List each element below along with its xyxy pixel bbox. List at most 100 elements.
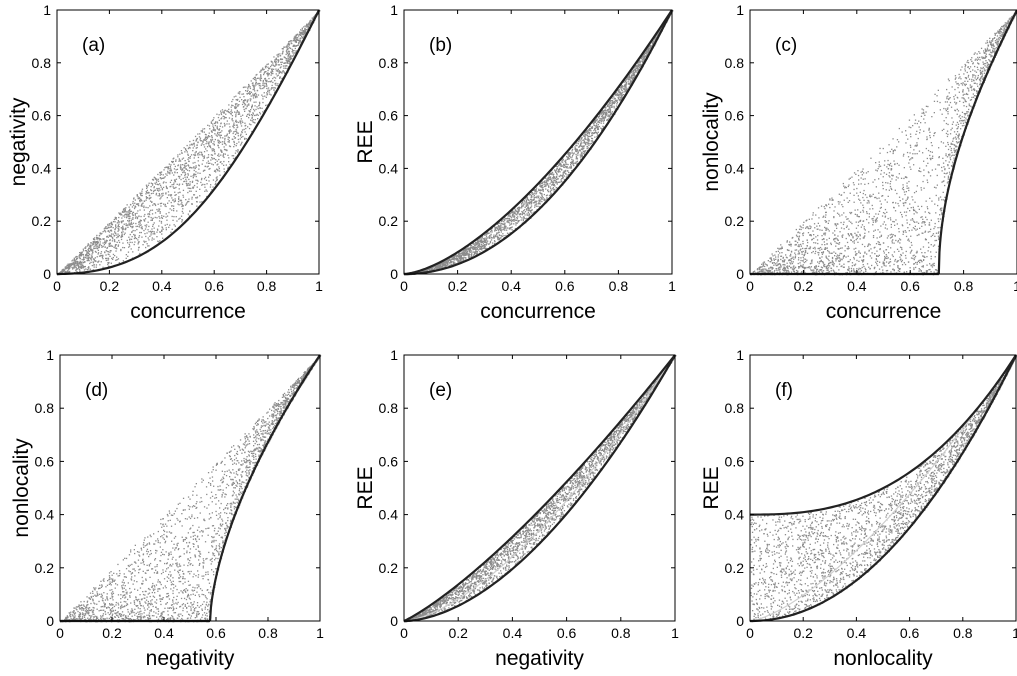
scatter-point — [222, 155, 224, 157]
scatter-point — [68, 268, 70, 270]
scatter-point — [189, 183, 191, 185]
scatter-point — [220, 134, 222, 136]
scatter-point — [291, 40, 293, 42]
scatter-point — [242, 135, 244, 138]
scatter-point — [212, 129, 214, 131]
scatter-point — [223, 164, 225, 166]
scatter-point — [288, 52, 290, 54]
scatter-point — [572, 161, 574, 163]
scatter-point — [73, 267, 75, 269]
scatter-point — [235, 99, 237, 101]
scatter-point — [482, 240, 484, 242]
scatter-point — [106, 227, 108, 230]
scatter-point — [68, 264, 70, 267]
scatter-point — [440, 265, 442, 267]
scatter-point — [199, 133, 201, 135]
scatter-point — [251, 105, 253, 107]
scatter-point — [232, 125, 234, 127]
scatter-point — [107, 257, 109, 259]
scatter-point — [255, 96, 257, 99]
scatter-point — [267, 81, 269, 83]
scatter-point — [489, 231, 492, 233]
scatter-point — [187, 153, 189, 155]
scatter-point — [553, 177, 555, 179]
scatter-point — [223, 110, 226, 112]
scatter-point — [529, 202, 531, 204]
scatter-point — [264, 82, 266, 84]
scatter-point — [277, 83, 279, 85]
scatter-point — [496, 233, 498, 235]
scatter-point — [207, 135, 210, 137]
scatter-point — [107, 262, 110, 264]
scatter-point — [633, 69, 635, 71]
scatter-point — [103, 244, 106, 246]
scatter-point — [252, 93, 254, 95]
scatter-point — [219, 161, 221, 163]
scatter-point — [79, 254, 81, 257]
scatter-point — [216, 164, 218, 166]
scatter-point — [227, 136, 229, 138]
scatter-point — [264, 77, 267, 80]
scatter-point — [192, 177, 194, 179]
scatter-point — [207, 160, 209, 162]
scatter-point — [159, 198, 161, 200]
scatter-point — [539, 200, 541, 202]
scatter-point — [298, 33, 300, 36]
scatter-point — [295, 41, 298, 43]
scatter-point — [284, 62, 286, 64]
scatter-point — [269, 89, 271, 91]
scatter-point — [151, 183, 154, 185]
scatter-point — [239, 135, 242, 137]
scatter-point — [74, 261, 76, 264]
scatter-point — [72, 267, 74, 269]
scatter-point — [129, 239, 131, 241]
scatter-point — [520, 202, 523, 205]
scatter-point — [512, 216, 514, 218]
scatter-point — [571, 158, 573, 161]
scatter-point — [221, 143, 224, 145]
scatter-point — [246, 90, 248, 93]
scatter-point — [143, 205, 145, 207]
scatter-point — [63, 270, 65, 272]
scatter-point — [522, 216, 525, 218]
scatter-point — [174, 172, 176, 174]
scatter-point — [466, 251, 468, 253]
scatter-point — [608, 101, 610, 103]
scatter-point — [286, 49, 288, 51]
scatter-point — [202, 183, 204, 186]
scatter-point — [97, 252, 100, 254]
scatter-point — [153, 227, 155, 229]
scatter-point — [90, 250, 92, 252]
scatter-point — [68, 265, 70, 267]
scatter-point — [169, 172, 171, 174]
scatter-point — [120, 212, 122, 214]
scatter-point — [105, 239, 108, 241]
scatter-point — [126, 212, 128, 214]
scatter-point — [207, 156, 210, 158]
scatter-point — [542, 188, 544, 190]
scatter-point — [640, 64, 643, 66]
scatter-point — [167, 170, 169, 172]
scatter-point — [190, 187, 192, 190]
scatter-point — [60, 272, 63, 274]
scatter-point — [480, 236, 482, 238]
scatter-point — [515, 224, 517, 226]
scatter-point — [104, 231, 107, 233]
scatter-point — [156, 179, 158, 182]
scatter-point — [164, 176, 166, 178]
scatter-point — [197, 172, 199, 174]
scatter-point — [479, 251, 481, 253]
scatter-point — [281, 72, 283, 74]
scatter-point — [544, 180, 546, 182]
scatter-point — [303, 32, 305, 34]
scatter-point — [259, 87, 261, 89]
scatter-point — [596, 118, 598, 121]
scatter-point — [264, 71, 266, 73]
scatter-point — [257, 118, 259, 120]
scatter-point — [88, 266, 90, 268]
scatter-point — [233, 140, 235, 143]
scatter-point — [128, 214, 130, 216]
scatter-point — [211, 120, 214, 122]
scatter-point — [193, 167, 195, 169]
scatter-point — [222, 111, 224, 113]
